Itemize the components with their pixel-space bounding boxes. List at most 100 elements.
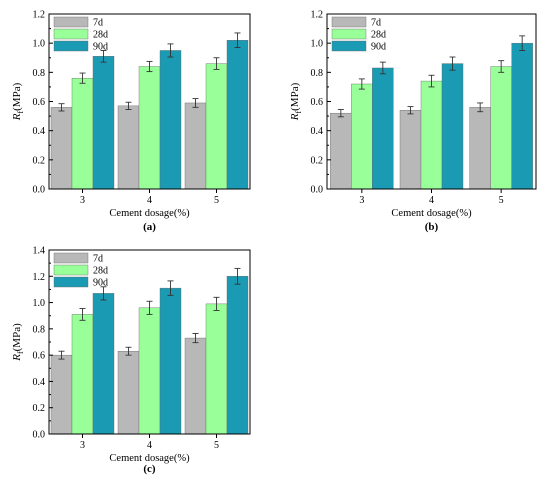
panel-label: (c): [143, 463, 156, 475]
y-axis-title: Rf(MPa): [11, 323, 25, 362]
panel-label: (a): [143, 221, 156, 233]
y-axis-title-sub: f: [16, 111, 25, 114]
legend-label: 28d: [93, 30, 108, 41]
legend-label: 7d: [93, 18, 103, 29]
bar: [117, 105, 140, 190]
y-axis-title-sub: f: [16, 351, 25, 354]
y-axis-title-main: R: [11, 354, 23, 362]
y-tick-label: 1.2: [33, 272, 46, 283]
legend-swatch: [53, 264, 89, 276]
chart-panel-a: 0.0 0.2 0.4 0.6 0.8 1.0 1.2 3 4 5 Cement dosage(%)…: [11, 10, 251, 233]
bar: [469, 107, 491, 190]
x-tick-label: 3: [80, 440, 85, 451]
x-tick-label: 4: [429, 195, 434, 206]
y-tick-label: 0.6: [311, 97, 324, 108]
x-tick-label: 5: [214, 195, 219, 206]
legend-swatch: [53, 40, 89, 52]
bar: [92, 293, 115, 435]
bar: [441, 63, 464, 190]
x-tick-label: 5: [214, 440, 219, 451]
bar: [138, 307, 161, 435]
bar: [50, 107, 73, 190]
y-tick-label: 0.8: [33, 324, 46, 335]
bar: [399, 110, 422, 190]
bar: [420, 80, 443, 190]
legend-swatch: [53, 28, 89, 40]
y-axis-title-sub: f: [294, 111, 303, 114]
bar: [205, 63, 228, 190]
legend-swatch: [331, 16, 367, 28]
y-axis-title-unit: (MPa): [11, 82, 23, 110]
x-tick-label: 5: [499, 195, 504, 206]
y-tick-label: 1.2: [311, 10, 324, 21]
y-tick-label: 0.2: [33, 155, 46, 166]
legend-label: 28d: [371, 30, 386, 41]
bar: [511, 42, 533, 190]
x-tick-label: 4: [147, 440, 152, 451]
y-axis-title-main: R: [289, 113, 301, 121]
legend-swatch: [53, 252, 89, 264]
bar: [71, 314, 94, 435]
y-tick-label: 0.6: [33, 97, 46, 108]
legend-label: 7d: [371, 18, 381, 29]
bar: [159, 287, 182, 435]
legend-label: 90d: [93, 278, 108, 289]
x-axis-title: Cement dosage(%): [109, 208, 190, 219]
y-tick-label: 0.0: [33, 430, 46, 441]
bar: [92, 56, 115, 190]
x-tick-label: 3: [359, 195, 364, 206]
legend-label: 28d: [93, 266, 108, 277]
y-tick-label: 0.8: [311, 68, 324, 79]
panel-label: (b): [425, 221, 439, 233]
y-tick-label: 1.4: [33, 246, 46, 257]
bar: [184, 337, 207, 435]
y-tick-label: 0.6: [33, 351, 46, 362]
bar: [205, 303, 228, 435]
chart-panel-b: 0.0 0.2 0.4 0.6 0.8 1.0 1.2 3 4 5 Cement dosage(%)…: [289, 10, 537, 233]
y-tick-label: 0.4: [33, 377, 46, 388]
bar: [71, 77, 94, 190]
x-tick-label: 4: [147, 195, 152, 206]
bar: [372, 67, 394, 190]
y-tick-label: 0.2: [311, 155, 324, 166]
x-tick-label: 3: [80, 195, 85, 206]
y-axis-title-main: R: [11, 113, 23, 121]
legend-swatch: [331, 28, 367, 40]
y-tick-label: 1.0: [33, 39, 46, 50]
bar: [50, 354, 73, 435]
y-tick-label: 0.4: [33, 126, 46, 137]
bar: [490, 66, 512, 190]
y-tick-label: 1.2: [33, 10, 46, 21]
y-axis-title-unit: (MPa): [11, 323, 23, 351]
y-tick-label: 1.0: [33, 298, 46, 309]
bar: [184, 102, 207, 190]
chart-panel-c: 0.0 0.2 0.4 0.6 0.8 1.0 1.2 1.4 3 4 5 Cement dosage…: [11, 246, 251, 475]
legend-label: 90d: [371, 42, 386, 53]
legend-label: 7d: [93, 254, 103, 265]
bar: [159, 50, 182, 190]
bar: [117, 351, 140, 435]
legend-swatch: [53, 276, 89, 288]
y-axis-title-unit: (MPa): [289, 82, 301, 110]
y-tick-label: 0.0: [311, 185, 324, 196]
y-tick-label: 0.8: [33, 68, 46, 79]
x-axis-title: Cement dosage(%): [109, 453, 190, 464]
bar: [226, 276, 249, 435]
bar: [138, 66, 161, 190]
bar: [351, 83, 373, 190]
y-axis-title: Rf(MPa): [289, 82, 303, 121]
x-axis-title: Cement dosage(%): [391, 208, 472, 219]
legend-label: 90d: [93, 42, 108, 53]
y-axis-title: Rf(MPa): [11, 82, 25, 121]
y-tick-label: 1.0: [311, 39, 324, 50]
y-tick-label: 0.0: [33, 185, 46, 196]
y-tick-label: 0.2: [33, 403, 46, 414]
bar: [226, 40, 249, 190]
y-tick-label: 0.4: [311, 126, 324, 137]
legend-swatch: [53, 16, 89, 28]
bar: [330, 112, 352, 190]
